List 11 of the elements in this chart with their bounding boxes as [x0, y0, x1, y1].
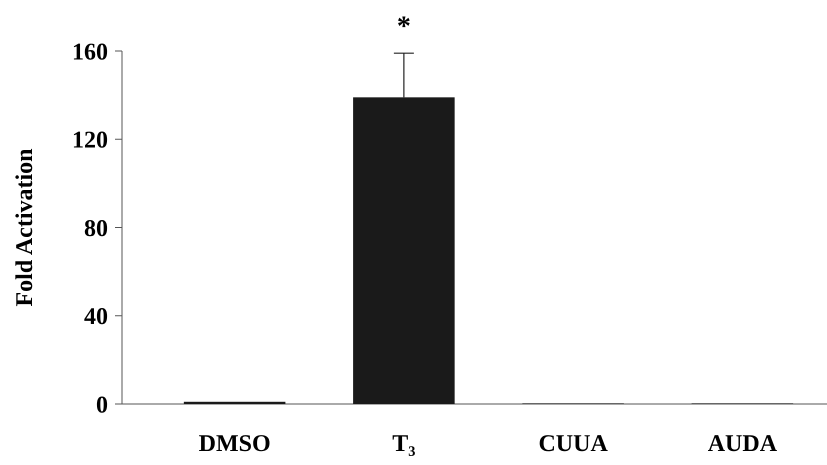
y-tick-label: 160 [72, 39, 108, 66]
y-tick-label: 40 [84, 304, 108, 330]
x-tick-label: DMSO [198, 431, 271, 457]
text: * [396, 11, 411, 42]
x-tick-label: T₃ [392, 431, 416, 457]
y-tick-label: 0 [96, 392, 108, 418]
y-tick-label: 120 [72, 128, 108, 154]
x-tick-label: AUDA [708, 431, 778, 457]
y-axis-title: Fold Activation [12, 148, 38, 307]
x-tick-label: CUUA [538, 431, 608, 457]
y-tick-label: 80 [84, 216, 108, 242]
